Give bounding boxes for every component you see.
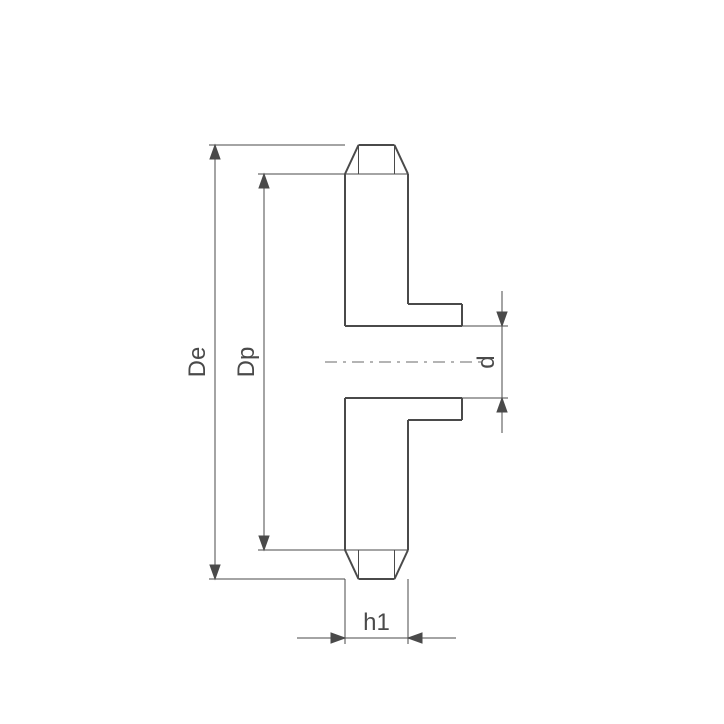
- dim-label-d: d: [473, 355, 500, 368]
- technical-drawing: De Dp d h1: [0, 0, 724, 724]
- dim-label-h1: h1: [363, 609, 390, 636]
- dim-label-De: De: [184, 347, 211, 378]
- dim-label-Dp: Dp: [233, 347, 260, 378]
